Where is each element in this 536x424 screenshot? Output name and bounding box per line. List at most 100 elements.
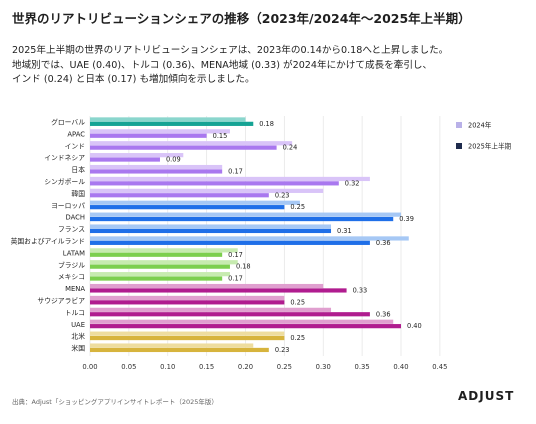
bar-2024 [90,153,184,158]
bar-2025h1 [90,240,370,245]
adjust-logo: ADJUST [458,389,515,403]
category-label: インドネシア [44,154,85,162]
category-label: 英国およびアイルランド [11,236,85,245]
x-tick-label: 0.25 [277,363,292,371]
bar-2025h1 [90,193,269,198]
bar-2024 [90,129,230,134]
bar-2025h1 [90,133,207,138]
bar-2024 [90,224,332,229]
bar-2024 [90,188,324,193]
bar-2025h1 [90,121,254,126]
category-label: LATAM [63,249,85,257]
category-label: フランス [58,226,85,234]
category-label: グローバル [51,117,85,126]
bar-2025h1 [90,252,223,257]
x-tick-label: 0.20 [238,363,253,371]
page-title: 世界のリアトリビューションシェアの推移（2023年/2024年〜2025年上半期… [12,11,471,26]
bar-2024 [90,141,293,146]
data-label: 0.36 [376,310,391,318]
category-label: 韓国 [71,189,85,198]
bar-2024 [90,236,409,241]
bar-2024 [90,343,254,348]
bar-2024 [90,176,370,182]
data-label: 0.17 [228,167,243,175]
bar-2024 [90,319,394,324]
category-label: UAE [71,321,85,329]
bar-2025h1 [90,228,332,234]
x-tick-label: 0.15 [199,363,214,371]
bar-2025h1 [90,324,401,329]
bar-2024 [90,331,285,336]
legend-label: 2024年 [468,121,492,130]
data-label: 0.31 [337,227,352,235]
bar-2025h1 [90,216,394,222]
category-label: MENA [65,285,85,293]
x-tick-label: 0.40 [393,363,408,371]
x-tick-label: 0.05 [121,363,136,371]
data-label: 0.25 [290,203,305,211]
legend-swatch [456,143,462,149]
data-label: 0.23 [275,346,290,354]
bar-2025h1 [90,288,347,293]
description: 2025年上半期の世界のリアトリビューションシェアは、2023年の0.14から0… [12,44,527,88]
x-tick-label: 0.45 [432,363,447,371]
x-tick-label: 0.00 [82,363,97,371]
bar-2025h1 [90,169,223,174]
x-tick-label: 0.10 [160,363,175,371]
data-label: 0.18 [259,120,274,128]
bar-2025h1 [90,347,269,353]
data-label: 0.25 [290,298,305,306]
category-label: 北米 [71,332,85,341]
x-tick-label: 0.35 [355,363,370,371]
category-label: メキシコ [58,273,85,281]
legend-swatch [456,122,462,128]
bar-2025h1 [90,276,223,281]
data-label: 0.39 [399,215,414,223]
bar-2025h1 [90,145,277,150]
category-label: 米国 [71,344,85,353]
data-label: 0.23 [275,191,290,199]
source-note: 出典：Adjust「ショッピングアプリインサイトレポート（2025年版） [12,398,218,406]
description-line: インド (0.24) と日本 (0.17) も増加傾向を示しました。 [12,74,255,85]
bar-2024 [90,260,238,265]
category-label: サウジアラビア [37,296,85,305]
category-label: DACH [65,214,85,222]
bar-2025h1 [90,181,339,186]
data-label: 0.36 [376,239,391,247]
data-label: 0.15 [213,132,228,140]
bar-2024 [90,200,300,205]
bar-2024 [90,117,246,122]
x-tick-label: 0.30 [316,363,331,371]
bar-2024 [90,248,238,253]
category-label: APAC [67,130,85,138]
bar-2025h1 [90,205,285,210]
data-label: 0.33 [353,286,368,294]
category-label: トルコ [65,309,85,317]
category-label: 日本 [71,165,85,174]
category-label: ヨーロッパ [51,202,85,210]
legend-label: 2025年上半期 [468,142,512,151]
description-line: 地域別では、UAE (0.40)、トルコ (0.36)、MENA地域 (0.33… [12,59,433,71]
data-label: 0.40 [407,322,422,330]
data-label: 0.17 [228,251,243,259]
data-label: 0.18 [236,263,251,271]
data-label: 0.32 [345,179,360,187]
category-label: シンガポール [44,177,85,186]
bar-2025h1 [90,300,285,305]
bar-2025h1 [90,335,285,341]
category-label: ブラジル [58,260,85,269]
data-label: 0.24 [283,144,298,152]
data-label: 0.17 [228,275,243,283]
bar-2024 [90,272,230,277]
data-label: 0.25 [290,334,305,342]
bar-2024 [90,164,223,170]
description-line: 2025年上半期の世界のリアトリビューションシェアは、2023年の0.14から0… [12,45,449,56]
bar-2024 [90,295,285,301]
data-label: 0.09 [166,156,181,164]
bar-2025h1 [90,264,230,269]
bar-2024 [90,283,324,289]
category-label: インド [65,142,85,150]
bar-2024 [90,307,332,312]
bar-2025h1 [90,157,160,162]
